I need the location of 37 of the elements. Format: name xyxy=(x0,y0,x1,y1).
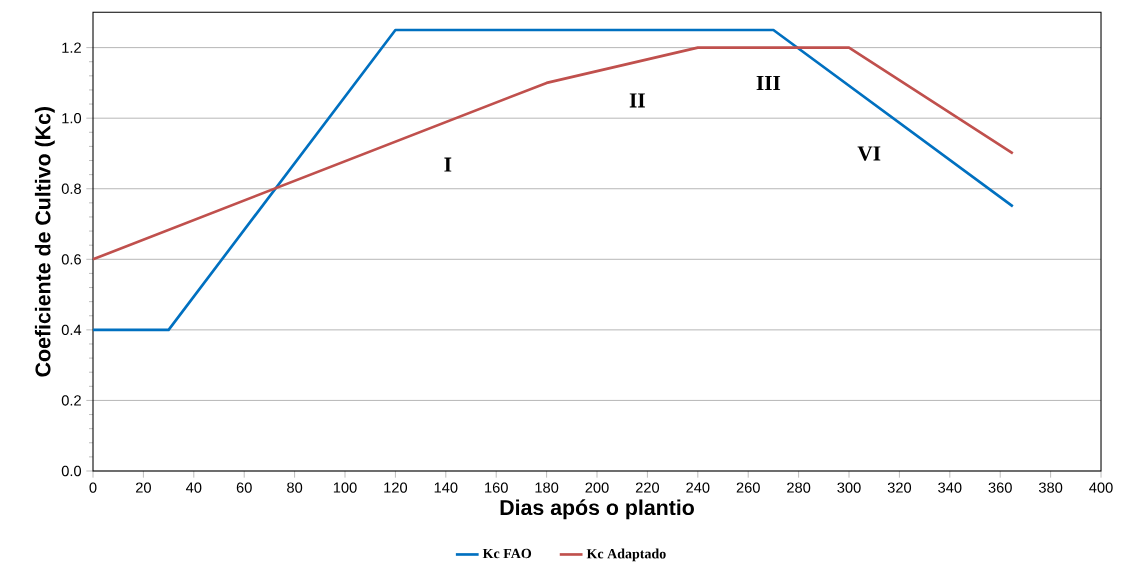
legend-label: Kc Adaptado xyxy=(586,548,666,562)
x-tick-label: 0 xyxy=(89,482,97,493)
x-tick-label: 300 xyxy=(837,482,861,493)
x-tick-label: 380 xyxy=(1038,482,1063,493)
x-tick-label: 120 xyxy=(384,482,408,493)
x-tick-label: 80 xyxy=(287,482,303,493)
x-tick-label: 340 xyxy=(938,482,962,493)
x-tick-label: 200 xyxy=(585,482,609,493)
y-tick-label: 1.2 xyxy=(62,42,81,53)
x-tick-label: 40 xyxy=(185,482,202,493)
annotation: VI xyxy=(857,146,881,161)
annotation: II xyxy=(629,93,645,108)
x-tick-label: 240 xyxy=(686,482,710,493)
x-tick-label: 160 xyxy=(485,482,508,493)
y-tick-label: 0.4 xyxy=(61,324,82,336)
x-tick-label: 140 xyxy=(434,482,458,493)
x-tick-label: 280 xyxy=(787,482,811,493)
y-tick-label: 0.6 xyxy=(61,254,81,265)
x-tick-label: 320 xyxy=(887,482,912,493)
y-tick-label: 0.0 xyxy=(61,465,82,477)
x-tick-label: 180 xyxy=(535,482,559,493)
x-tick-label: 60 xyxy=(236,482,252,493)
x-tick-label: 20 xyxy=(135,482,151,493)
x-axis-title: Dias após o plantio xyxy=(500,499,694,520)
x-tick-label: 400 xyxy=(1089,482,1113,493)
x-tick-label: 360 xyxy=(988,482,1012,493)
x-tick-label: 100 xyxy=(333,482,357,493)
x-tick-label: 260 xyxy=(736,482,760,493)
annotation: I xyxy=(444,157,452,172)
y-tick-label: 0.2 xyxy=(61,395,81,406)
annotation: III xyxy=(756,75,781,90)
y-axis-title: Coeficiente de Cultivo (Kc) xyxy=(34,107,55,377)
y-tick-label: 0.8 xyxy=(61,183,81,194)
legend-label: Kc FAO xyxy=(482,548,532,559)
x-tick-label: 220 xyxy=(635,482,660,493)
line-series xyxy=(91,46,1015,261)
y-tick-label: 1.0 xyxy=(62,113,82,124)
